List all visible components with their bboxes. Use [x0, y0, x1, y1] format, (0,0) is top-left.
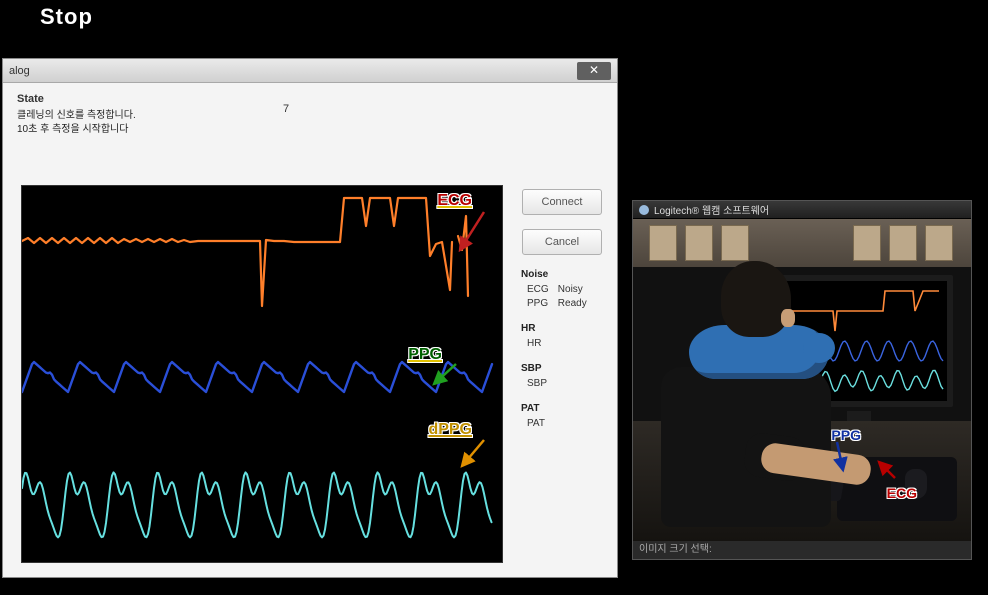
- noise-title: Noise: [521, 269, 611, 280]
- hr-group: HR HR: [521, 323, 611, 349]
- hr-title: HR: [521, 323, 611, 334]
- pat-title: PAT: [521, 403, 611, 414]
- pat-row: PAT: [527, 418, 611, 429]
- noise-ecg-label: ECG: [527, 284, 555, 295]
- state-line-1: 클레닝의 신호를 측정합니다.: [17, 109, 603, 123]
- noise-group: Noise ECG Noisy PPG Ready: [521, 269, 611, 309]
- state-block: State 클레닝의 신호를 측정합니다. 10초 후 측정을 시작합니다 7: [3, 83, 617, 159]
- sbp-label: SBP: [527, 378, 555, 389]
- dppg-label: dPPG: [428, 421, 472, 439]
- webcam-scene: PPG ECG: [633, 219, 971, 541]
- stop-overlay-label: Stop: [40, 4, 93, 30]
- webcam-ppg-arrow-icon: [827, 440, 851, 479]
- dialog-title: alog: [9, 65, 30, 77]
- cancel-button[interactable]: Cancel: [522, 229, 602, 255]
- ppg-arrow-icon: [430, 362, 460, 390]
- person-silhouette: [641, 259, 821, 529]
- noise-ppg-row: PPG Ready: [527, 298, 611, 309]
- webcam-title: Logitech® 웹캠 소프트웨어: [654, 202, 769, 217]
- side-controls: Connect Cancel Noise ECG Noisy PPG Ready…: [513, 189, 611, 443]
- ecg-arrow-icon: [454, 208, 490, 258]
- state-line-2: 10초 후 측정을 시작합니다: [17, 123, 603, 137]
- connect-button[interactable]: Connect: [522, 189, 602, 215]
- close-icon[interactable]: ✕: [577, 62, 611, 80]
- pat-group: PAT PAT: [521, 403, 611, 429]
- sbp-group: SBP SBP: [521, 363, 611, 389]
- signal-chart: ECG PPG dPPG: [21, 185, 503, 563]
- webcam-ecg-arrow-icon: [875, 458, 903, 485]
- noise-ecg-row: ECG Noisy: [527, 284, 611, 295]
- webcam-footer: 이미지 크기 선택:: [633, 541, 971, 559]
- webcam-window: Logitech® 웹캠 소프트웨어: [632, 200, 972, 560]
- signal-dialog-window: alog ✕ State 클레닝의 신호를 측정합니다. 10초 후 측정을 시…: [2, 58, 618, 578]
- webcam-ecg-label: ECG: [887, 485, 917, 501]
- dialog-titlebar[interactable]: alog ✕: [3, 59, 617, 83]
- noise-ppg-status: Ready: [558, 298, 587, 309]
- state-heading: State: [17, 93, 603, 105]
- noise-ppg-label: PPG: [527, 298, 555, 309]
- countdown-value: 7: [283, 103, 289, 115]
- webcam-video: PPG ECG: [633, 219, 971, 541]
- pat-label: PAT: [527, 418, 555, 429]
- sbp-title: SBP: [521, 363, 611, 374]
- webcam-titlebar[interactable]: Logitech® 웹캠 소프트웨어: [633, 201, 971, 219]
- webcam-app-icon: [639, 205, 649, 215]
- hr-label: HR: [527, 338, 555, 349]
- noise-ecg-status: Noisy: [558, 284, 583, 295]
- sbp-row: SBP: [527, 378, 611, 389]
- dppg-arrow-icon: [458, 438, 488, 472]
- hr-row: HR: [527, 338, 611, 349]
